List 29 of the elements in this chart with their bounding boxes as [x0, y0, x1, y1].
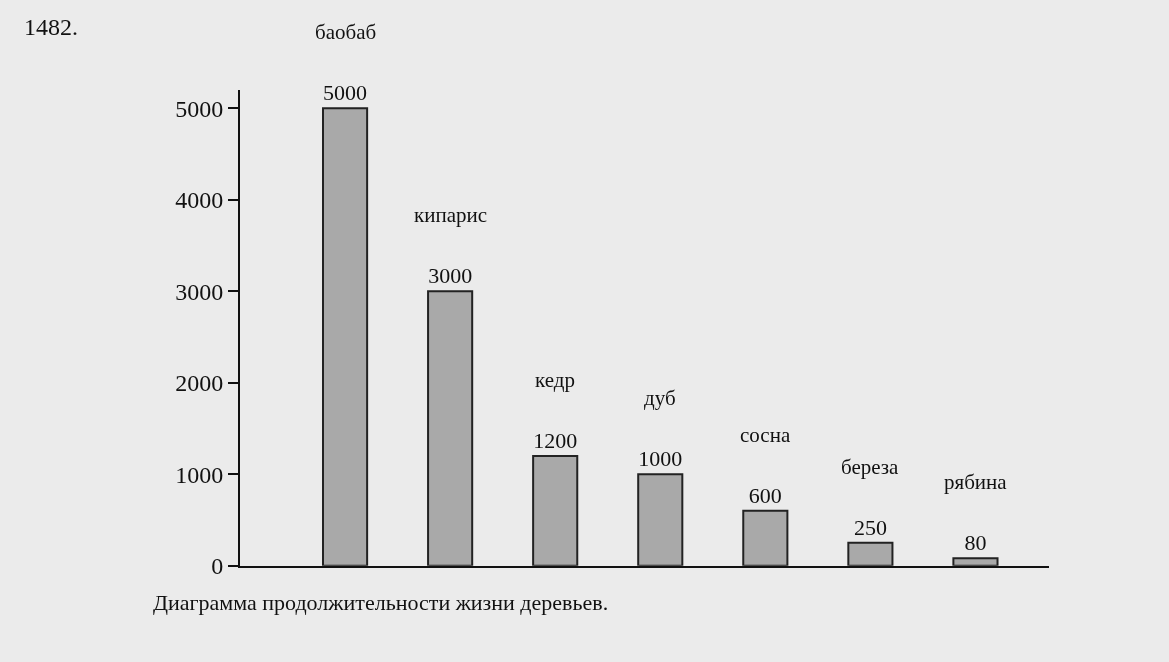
data-label: 80	[964, 530, 987, 556]
x-tick-label: сосна	[740, 423, 791, 447]
bar	[637, 473, 684, 566]
data-label: 3000	[428, 263, 473, 289]
bar	[532, 454, 579, 566]
data-label: 250	[853, 514, 887, 540]
x-tick-label: рябина	[944, 470, 1008, 494]
bar	[847, 541, 894, 566]
x-tick-label: кедр	[535, 368, 575, 392]
y-tick-label: 2000	[175, 370, 224, 397]
x-tick-label: баобаб	[315, 20, 377, 44]
y-tick-label: 5000	[175, 95, 224, 122]
y-tick-label: 1000	[175, 461, 224, 488]
bar	[742, 509, 789, 566]
text: 1482.	[24, 14, 78, 40]
bar	[322, 107, 369, 566]
data-label: 600	[748, 482, 782, 508]
bar	[952, 557, 999, 566]
y-tick-label: 3000	[175, 278, 224, 305]
x-tick-label: береза	[841, 455, 900, 479]
bar	[427, 290, 474, 566]
text: Диаграмма продолжительности жизни деревьев.	[153, 590, 609, 615]
y-tick-label: 0	[211, 553, 224, 580]
x-tick-label: кипарис	[414, 203, 488, 227]
x-tick-label: дуб	[644, 386, 676, 410]
data-label: 1000	[638, 446, 683, 472]
y-tick-label: 4000	[175, 187, 224, 214]
data-label: 5000	[323, 80, 368, 106]
data-label: 1200	[533, 427, 578, 453]
